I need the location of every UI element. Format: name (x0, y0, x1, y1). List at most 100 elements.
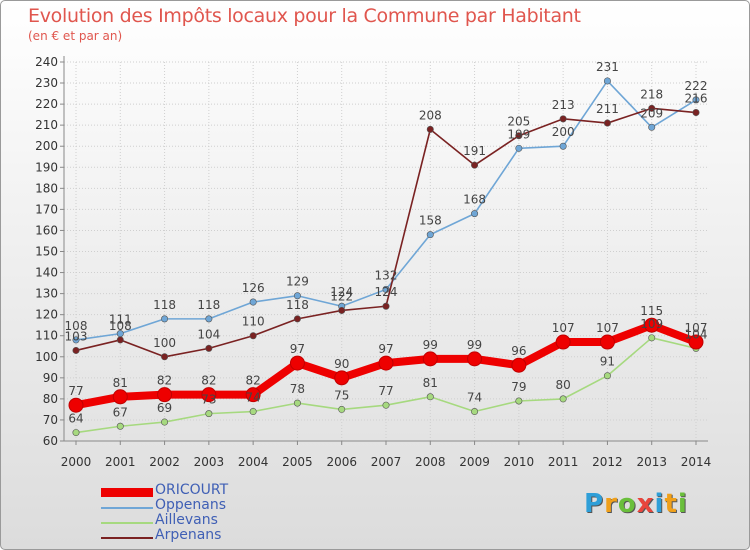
x-tick-label: 2009 (459, 455, 490, 469)
data-label: 118 (153, 298, 176, 312)
data-point (205, 344, 213, 352)
data-point (559, 395, 567, 403)
data-point (644, 317, 660, 333)
data-label: 79 (511, 380, 526, 394)
y-tick-label: 160 (35, 223, 58, 237)
y-axis-ticks: 60 70 80 90 100 110 120 130 140 150 160 170 180 190 20… (35, 55, 58, 448)
y-tick-label: 60 (43, 434, 58, 448)
logo-letter: P (584, 489, 605, 519)
data-point (161, 315, 169, 323)
data-label: 118 (197, 298, 220, 312)
legend-swatch (101, 537, 153, 539)
data-point (201, 387, 217, 403)
data-point (426, 393, 434, 401)
data-point (68, 397, 84, 413)
data-point (249, 298, 257, 306)
data-label: 107 (552, 321, 575, 335)
data-point (382, 302, 390, 310)
data-label: 124 (330, 285, 353, 299)
x-tick-label: 2003 (194, 455, 225, 469)
data-label: 75 (334, 388, 349, 402)
logo-letter: r (604, 489, 618, 519)
data-point (338, 405, 346, 413)
data-label: 73 (201, 393, 216, 407)
data-point (515, 397, 523, 405)
data-point (116, 422, 124, 430)
data-label: 108 (65, 319, 88, 333)
data-label: 97 (378, 342, 393, 356)
data-label: 82 (201, 374, 216, 388)
data-label: 99 (423, 338, 438, 352)
data-point (511, 357, 527, 373)
x-tick-label: 2012 (592, 455, 623, 469)
data-label: 82 (157, 374, 172, 388)
series-lines (68, 77, 704, 437)
data-label: 100 (153, 336, 176, 350)
data-label: 211 (596, 102, 619, 116)
y-tick-label: 80 (43, 392, 58, 406)
data-label: 81 (113, 376, 128, 390)
y-tick-label: 100 (35, 350, 58, 364)
data-label: 107 (685, 321, 708, 335)
data-point (249, 408, 257, 416)
y-tick-label: 150 (35, 245, 58, 259)
y-tick-label: 190 (35, 160, 58, 174)
data-label: 191 (463, 144, 486, 158)
legend-swatch (101, 488, 153, 497)
chart-subtitle: (en € et par an) (28, 29, 123, 43)
data-label: 132 (375, 268, 398, 282)
data-label: 64 (68, 412, 83, 426)
data-label: 104 (685, 327, 708, 341)
data-label: 129 (286, 275, 309, 289)
x-tick-label: 2000 (61, 455, 92, 469)
data-label: 91 (600, 355, 615, 369)
data-label: 90 (334, 357, 349, 371)
x-tick-label: 2007 (371, 455, 402, 469)
data-point (378, 355, 394, 371)
legend-label: Arpenans (155, 527, 222, 543)
data-label: 222 (685, 79, 708, 93)
data-label: 103 (65, 329, 88, 343)
data-label: 218 (640, 87, 663, 101)
data-label: 74 (467, 391, 482, 405)
x-tick-label: 2010 (504, 455, 535, 469)
data-point (293, 292, 301, 300)
y-tick-label: 220 (35, 97, 58, 111)
data-point (422, 351, 438, 367)
data-label: 209 (640, 106, 663, 120)
data-point (603, 372, 611, 380)
data-label: 168 (463, 193, 486, 207)
data-point (293, 315, 301, 323)
data-point (382, 401, 390, 409)
data-point (72, 429, 80, 437)
data-label: 67 (113, 405, 128, 419)
x-tick-label: 2014 (681, 455, 712, 469)
y-tick-label: 210 (35, 118, 58, 132)
y-tick-label: 240 (35, 55, 58, 69)
data-label: 97 (290, 342, 305, 356)
data-label: 96 (511, 344, 526, 358)
data-label: 80 (556, 378, 571, 392)
data-label: 200 (552, 125, 575, 139)
data-label: 99 (467, 338, 482, 352)
data-point (688, 334, 704, 350)
data-point (648, 334, 656, 342)
x-tick-label: 2002 (149, 455, 180, 469)
data-label: 109 (640, 317, 663, 331)
y-tick-label: 200 (35, 139, 58, 153)
data-label: 231 (596, 60, 619, 74)
data-point (293, 399, 301, 407)
data-label: 126 (242, 281, 265, 295)
proxiti-logo: Proxiti (584, 489, 688, 519)
data-point (161, 418, 169, 426)
y-tick-label: 110 (35, 329, 58, 343)
data-point (648, 104, 656, 112)
data-point (289, 355, 305, 371)
data-point (205, 315, 213, 323)
data-point (555, 334, 571, 350)
data-point (471, 408, 479, 416)
data-point (692, 109, 700, 117)
y-tick-label: 70 (43, 413, 58, 427)
data-label: 69 (157, 401, 172, 415)
